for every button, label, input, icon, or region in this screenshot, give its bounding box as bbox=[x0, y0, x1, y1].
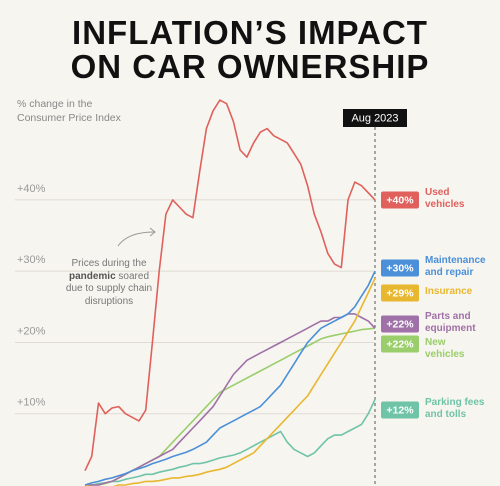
title-line: INFLATION’S IMPACT bbox=[72, 14, 428, 51]
title-line: ON CAR OWNERSHIP bbox=[70, 48, 430, 85]
end-label: +30% bbox=[386, 262, 414, 274]
y-axis-label: % change in the bbox=[17, 98, 93, 110]
end-label-pill bbox=[381, 284, 419, 302]
series-line bbox=[84, 99, 376, 472]
y-tick-label: +40% bbox=[17, 183, 46, 195]
series-line bbox=[85, 399, 376, 486]
end-label-pill bbox=[381, 335, 419, 353]
end-label-pill bbox=[381, 401, 419, 419]
series-line bbox=[85, 313, 376, 486]
y-axis-label: Consumer Price Index bbox=[17, 112, 121, 124]
end-label: +22% bbox=[386, 318, 414, 330]
end-label-pill bbox=[381, 259, 419, 277]
end-label: +40% bbox=[386, 194, 414, 206]
date-marker-box bbox=[343, 109, 407, 127]
series-line bbox=[84, 270, 376, 486]
date-marker-label: Aug 2023 bbox=[351, 112, 398, 124]
annotation-arrowhead bbox=[149, 227, 156, 237]
end-label: +12% bbox=[386, 404, 414, 416]
end-label: +29% bbox=[386, 287, 414, 299]
end-label: +22% bbox=[386, 338, 414, 350]
annotation-text: Prices during the bbox=[71, 258, 147, 269]
legend-label: New vehicles bbox=[425, 337, 465, 360]
end-label-pill bbox=[381, 191, 419, 209]
series-line bbox=[84, 277, 376, 486]
annotation-arrow bbox=[117, 231, 155, 247]
legend-label: Maintenance and repair bbox=[425, 255, 486, 278]
legend-label: Parts and equipment bbox=[425, 311, 476, 334]
annotation: Prices during the pandemic soared due to… bbox=[62, 258, 156, 308]
series-line bbox=[85, 327, 376, 486]
y-tick-label: +30% bbox=[17, 254, 46, 266]
legend-label: Parking fees and tolls bbox=[425, 397, 485, 420]
annotation-text: soared due to supply chain disruptions bbox=[65, 270, 153, 307]
annotation-emphasis: pandemic bbox=[68, 270, 116, 282]
legend-label: Used vehicles bbox=[425, 187, 465, 210]
y-tick-label: +20% bbox=[17, 325, 46, 337]
end-label-pill bbox=[381, 315, 419, 333]
legend-label: Insurance bbox=[425, 286, 473, 297]
y-tick-label: +10% bbox=[17, 397, 46, 409]
